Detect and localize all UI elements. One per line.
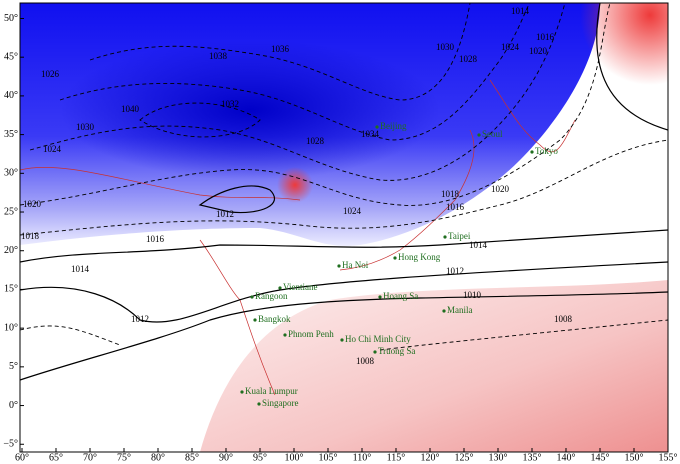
- city-dot: [378, 295, 382, 299]
- contour-label: 1016: [446, 202, 465, 212]
- x-tick-label: 100°: [285, 452, 304, 463]
- contour-label: 1028: [459, 54, 478, 64]
- city-dot: [477, 133, 481, 137]
- y-tick-label: 10°: [4, 322, 18, 333]
- city-dot: [530, 150, 534, 154]
- city-dot: [373, 350, 377, 354]
- city-label: Manila: [447, 305, 473, 315]
- contour-label: 1038: [209, 51, 228, 61]
- x-tick-label: 90°: [219, 452, 233, 463]
- city-dot: [250, 295, 254, 299]
- x-tick-label: 120°: [421, 452, 440, 463]
- contour-label: 1030: [76, 122, 95, 132]
- contour-label: 1014: [511, 6, 530, 16]
- x-tick-label: 60°: [15, 452, 29, 463]
- contour-label: 1032: [221, 99, 239, 109]
- x-tick-label: 75°: [117, 452, 131, 463]
- contour-label: 1008: [356, 356, 375, 366]
- contour-label: 1020: [491, 184, 510, 194]
- x-tick-label: 80°: [151, 452, 165, 463]
- y-tick-label: 15°: [4, 284, 18, 295]
- y-tick-label: 35°: [4, 129, 18, 140]
- x-tick-label: 85°: [185, 452, 199, 463]
- y-tick-label: 30°: [4, 168, 18, 179]
- contour-label: 1012: [446, 266, 464, 276]
- contour-label: 1016: [146, 234, 165, 244]
- city-label: Taipei: [448, 231, 471, 241]
- frame: [19, 2, 669, 453]
- city-label: Vientiane: [283, 282, 317, 292]
- contour-label: 1024: [343, 206, 362, 216]
- y-tick-label: 25°: [4, 206, 18, 217]
- city-label: Singapore: [262, 398, 299, 408]
- contour-label: 1012: [131, 314, 149, 324]
- x-tick-label: 150°: [625, 452, 644, 463]
- city-label: Rangoon: [255, 291, 288, 301]
- contour-label: 1018: [21, 231, 40, 241]
- x-tick-label: 105°: [319, 452, 338, 463]
- contour-label: 1014: [71, 264, 90, 274]
- y-tick-label: 50°: [4, 13, 18, 24]
- y-tick-label: 40°: [4, 90, 18, 101]
- city-label: Ha Noi: [342, 260, 369, 270]
- y-tick-label: 45°: [4, 51, 18, 62]
- contour-label: 1018: [441, 189, 460, 199]
- city-dot: [257, 402, 261, 406]
- y-tick-label: −5°: [3, 439, 18, 450]
- x-tick-label: 130°: [489, 452, 508, 463]
- contour-label: 1014: [469, 240, 488, 250]
- city-dot: [393, 256, 397, 260]
- x-tick-label: 155°: [659, 452, 678, 463]
- city-dot: [278, 286, 282, 290]
- contour-label: 1034: [361, 129, 380, 139]
- city-label: Ho Chi Minh City: [345, 334, 411, 344]
- x-tick-label: 95°: [253, 452, 267, 463]
- y-tick-label: 5°: [9, 361, 18, 372]
- city-dot: [443, 235, 447, 239]
- contour-label: 1020: [23, 199, 42, 209]
- city-dot: [375, 125, 379, 129]
- contour-label: 1040: [121, 104, 140, 114]
- x-tick-label: 140°: [557, 452, 576, 463]
- city-dot: [337, 264, 341, 268]
- x-tick-label: 115°: [387, 452, 406, 463]
- contour-label: 1016: [536, 32, 555, 42]
- city-dot: [240, 390, 244, 394]
- contour-label: 1008: [554, 314, 573, 324]
- x-tick-label: 135°: [523, 452, 542, 463]
- contour-label: 1020: [529, 46, 548, 56]
- x-tick-label: 145°: [591, 452, 610, 463]
- city-label: Phnom Penh: [288, 329, 334, 339]
- city-dot: [340, 338, 344, 342]
- contour-label: 1024: [501, 42, 520, 52]
- x-tick-label: 110°: [353, 452, 372, 463]
- city-label: Kuala Lumpur: [245, 386, 298, 396]
- city-label: Seoul: [482, 129, 503, 139]
- x-tick-label: 65°: [49, 452, 63, 463]
- contour-label: 1024: [43, 144, 62, 154]
- y-tick-label: 20°: [4, 245, 18, 256]
- city-label: Tokyo: [535, 146, 558, 156]
- city-label: Hoang Sa: [383, 291, 418, 301]
- city-label: Bangkok: [258, 314, 291, 324]
- city-label: Beijing: [380, 121, 407, 131]
- contour-label: 1012: [216, 209, 234, 219]
- x-tick-label: 70°: [83, 452, 97, 463]
- y-tick-label: 0°: [9, 400, 18, 411]
- city-dot: [442, 309, 446, 313]
- city-dot: [283, 333, 287, 337]
- city-label: Truong Sa: [378, 346, 415, 356]
- field: [20, 3, 668, 452]
- city-label: Hong Kong: [398, 252, 441, 262]
- contour-label: 1026: [41, 69, 60, 79]
- contour-label: 1036: [271, 44, 290, 54]
- x-tick-label: 125°: [455, 452, 474, 463]
- contour-label: 1030: [436, 42, 455, 52]
- contour-label: 1028: [306, 136, 325, 146]
- contour-label: 1010: [463, 290, 482, 300]
- city-dot: [253, 318, 257, 322]
